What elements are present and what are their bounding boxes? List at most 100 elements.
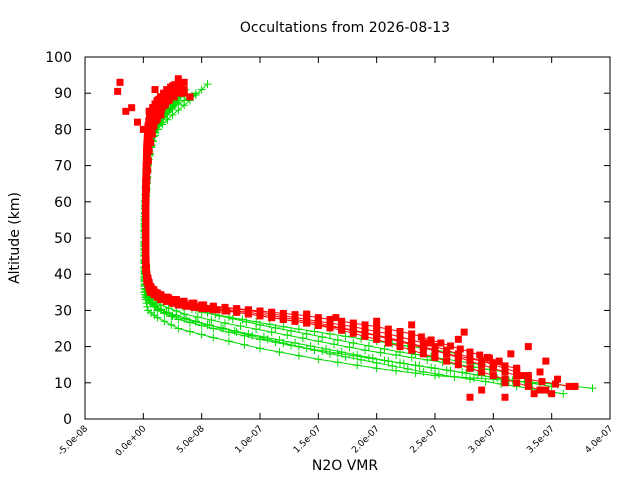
plus-point <box>349 338 358 347</box>
square-point <box>198 301 206 309</box>
square-point <box>163 86 171 94</box>
square-point <box>460 328 468 336</box>
square-point <box>542 386 550 394</box>
square-point <box>332 314 340 322</box>
plus-point <box>240 340 249 349</box>
square-point <box>408 330 416 338</box>
plus-point <box>209 324 218 333</box>
plus-point <box>167 104 176 113</box>
plus-point <box>224 328 233 337</box>
plus-point <box>559 389 568 398</box>
square-point <box>116 78 124 86</box>
square-point <box>419 339 427 347</box>
plus-point <box>224 337 233 346</box>
square-point <box>198 305 206 313</box>
y-tick-labels: 0 10 20 30 40 50 60 70 80 90 100 <box>45 50 72 428</box>
square-point <box>143 277 151 285</box>
square-point <box>524 382 532 390</box>
plus-point <box>364 354 373 363</box>
square-point <box>419 350 427 358</box>
square-point <box>151 100 159 108</box>
plus-point <box>287 341 296 350</box>
plus-point <box>380 345 389 354</box>
x-tick-label: 3.5e-07 <box>525 424 557 456</box>
plus-point <box>236 322 245 331</box>
x-tick-label: 5.0e-08 <box>175 424 207 456</box>
axis-ticks <box>84 56 611 420</box>
x-tick-label: 1.0e-07 <box>234 424 266 456</box>
square-point <box>144 281 152 289</box>
plus-point <box>271 338 280 347</box>
square-point <box>466 348 474 356</box>
y-tick-label: 80 <box>54 122 72 138</box>
profile-line <box>144 92 564 395</box>
plus-point <box>310 327 319 336</box>
plus-point <box>294 351 303 360</box>
square-point <box>454 335 462 343</box>
plus-point <box>361 346 369 355</box>
square-point <box>170 93 178 101</box>
square-point <box>279 309 287 317</box>
x-tick-labels: -5.0e-08 0.0e+00 5.0e-08 1.0e-07 1.5e-07 2.0e… <box>56 424 615 459</box>
square-point <box>396 338 404 346</box>
square-point <box>291 311 299 319</box>
square-point <box>519 372 526 380</box>
square-point <box>163 293 171 301</box>
square-point <box>134 118 141 126</box>
x-tick-label: 1.5e-07 <box>292 424 324 456</box>
x-tick-label: 3.0e-07 <box>467 424 499 456</box>
square-point <box>501 362 509 370</box>
plus-point <box>434 370 443 379</box>
plus-point <box>256 335 264 344</box>
square-point <box>142 265 150 273</box>
square-point <box>122 107 130 115</box>
x-tick-label: 0.0e+00 <box>114 424 149 459</box>
square-point <box>501 375 509 383</box>
square-point <box>454 352 462 360</box>
square-point <box>156 93 164 101</box>
plus-point <box>191 89 200 98</box>
square-point <box>443 357 451 365</box>
square-point <box>338 325 346 332</box>
plus-point <box>349 351 358 360</box>
y-tick-label: 20 <box>54 340 72 356</box>
square-point <box>153 96 161 104</box>
square-point <box>268 314 276 322</box>
square-point <box>373 332 381 340</box>
square-point <box>209 302 217 310</box>
plus-point <box>392 366 401 375</box>
square-point <box>489 361 497 369</box>
square-point <box>466 355 474 363</box>
plus-point <box>431 371 439 380</box>
square-point <box>425 339 433 347</box>
plus-point <box>240 331 249 340</box>
plus-point <box>191 317 200 326</box>
square-point <box>454 361 462 369</box>
square-point <box>142 271 150 279</box>
square-point <box>384 335 392 343</box>
plus-point <box>174 324 183 333</box>
square-point <box>384 325 392 333</box>
square-point <box>554 375 561 383</box>
square-point <box>145 147 153 155</box>
square-point <box>417 333 425 341</box>
plus-point <box>458 368 467 377</box>
profile-line <box>145 81 529 377</box>
x-tick-label: 2.0e-07 <box>350 424 382 456</box>
profile-line <box>144 96 506 373</box>
square-point <box>495 357 503 365</box>
square-point <box>361 321 369 329</box>
square-point <box>489 372 497 380</box>
y-tick-label: 30 <box>54 303 72 319</box>
square-point <box>361 329 369 337</box>
plus-point <box>427 363 436 372</box>
plus-point <box>481 377 490 386</box>
square-point <box>233 305 241 313</box>
chart-title: Occultations from 2026-08-13 <box>240 20 450 36</box>
plus-point <box>314 355 323 364</box>
plus-point <box>588 384 597 393</box>
square-point <box>538 378 546 386</box>
square-point <box>524 343 532 351</box>
plus-point <box>388 361 397 370</box>
